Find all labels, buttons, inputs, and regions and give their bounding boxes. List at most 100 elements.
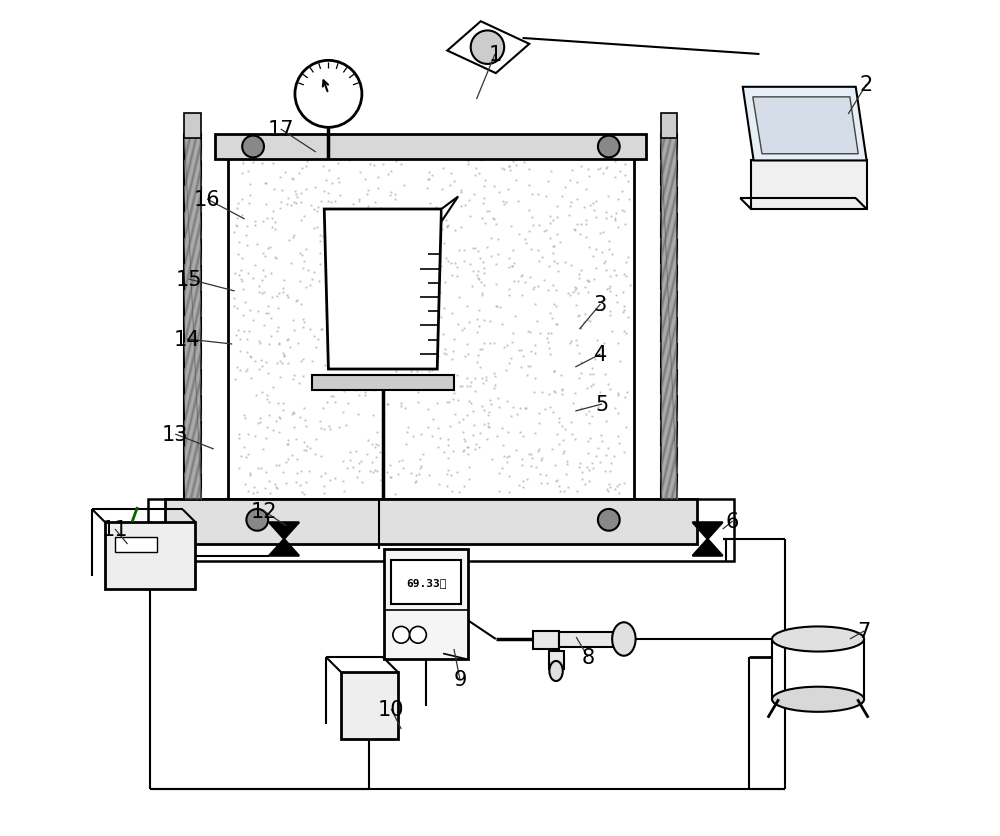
Point	[562, 175, 578, 188]
Point	[457, 350, 473, 364]
Point	[390, 302, 406, 315]
Point	[446, 334, 462, 347]
Point	[546, 240, 562, 253]
Point	[455, 426, 471, 439]
Point	[549, 474, 565, 487]
Point	[610, 431, 626, 444]
Point	[479, 241, 495, 254]
Point	[426, 220, 442, 233]
Point	[456, 254, 472, 268]
Point	[331, 421, 347, 434]
Point	[616, 206, 632, 219]
Point	[596, 257, 612, 270]
Point	[580, 314, 596, 328]
Point	[607, 171, 623, 184]
Point	[617, 390, 633, 404]
Point	[467, 385, 483, 399]
Point	[296, 444, 312, 457]
Point	[489, 300, 505, 314]
Point	[333, 213, 349, 227]
Point	[336, 324, 352, 338]
Point	[586, 273, 602, 287]
Point	[392, 222, 408, 235]
Point	[437, 343, 453, 356]
Text: 11: 11	[102, 519, 128, 539]
Point	[418, 319, 434, 332]
Point	[476, 267, 492, 280]
Point	[399, 215, 415, 228]
Point	[369, 426, 385, 440]
Point	[242, 467, 258, 481]
Point	[536, 225, 552, 238]
Point	[279, 198, 295, 212]
Point	[561, 209, 577, 222]
Point	[394, 375, 410, 389]
Point	[296, 316, 312, 329]
Point	[286, 196, 302, 209]
Point	[614, 204, 630, 217]
Point	[420, 403, 436, 416]
Point	[562, 289, 578, 303]
Point	[424, 315, 440, 329]
Point	[484, 453, 500, 466]
Point	[490, 232, 506, 246]
Point	[505, 155, 521, 168]
Point	[570, 309, 586, 323]
Polygon shape	[324, 210, 441, 370]
Point	[603, 457, 619, 471]
Point	[256, 319, 272, 332]
Point	[581, 275, 597, 288]
Point	[545, 405, 561, 419]
Point	[486, 337, 502, 350]
Point	[312, 229, 328, 242]
Point	[593, 390, 609, 403]
Point	[429, 293, 445, 307]
Point	[620, 176, 636, 189]
Point	[520, 325, 536, 339]
Point	[604, 325, 620, 339]
Point	[607, 214, 623, 227]
Point	[424, 306, 440, 319]
Point	[322, 370, 338, 384]
Point	[254, 157, 270, 171]
Point	[300, 263, 316, 277]
Point	[275, 286, 291, 299]
Point	[289, 293, 305, 307]
Point	[245, 314, 261, 328]
Point	[483, 250, 499, 263]
Point	[280, 291, 296, 304]
Text: 9: 9	[453, 669, 467, 689]
Point	[230, 196, 246, 210]
Point	[286, 230, 302, 243]
Point	[460, 155, 476, 168]
Point	[435, 328, 451, 341]
Point	[462, 210, 478, 223]
Point	[245, 273, 261, 286]
Point	[567, 281, 583, 294]
Point	[536, 274, 552, 288]
Point	[284, 408, 300, 421]
Point	[437, 276, 453, 289]
Point	[464, 280, 480, 293]
Point	[327, 395, 343, 409]
Point	[390, 329, 406, 343]
Point	[609, 296, 625, 309]
Point	[265, 424, 281, 437]
Point	[417, 228, 433, 242]
Point	[291, 377, 307, 390]
Point	[313, 422, 329, 436]
Point	[274, 357, 290, 370]
Point	[574, 466, 590, 480]
Point	[317, 359, 333, 373]
Point	[472, 252, 488, 266]
Point	[296, 255, 312, 268]
Point	[451, 243, 467, 257]
Point	[285, 231, 301, 244]
Point	[424, 430, 440, 443]
Point	[479, 432, 495, 446]
Point	[611, 478, 627, 492]
Point	[413, 460, 429, 473]
Point	[597, 255, 613, 268]
Point	[476, 404, 492, 417]
Point	[465, 242, 481, 255]
